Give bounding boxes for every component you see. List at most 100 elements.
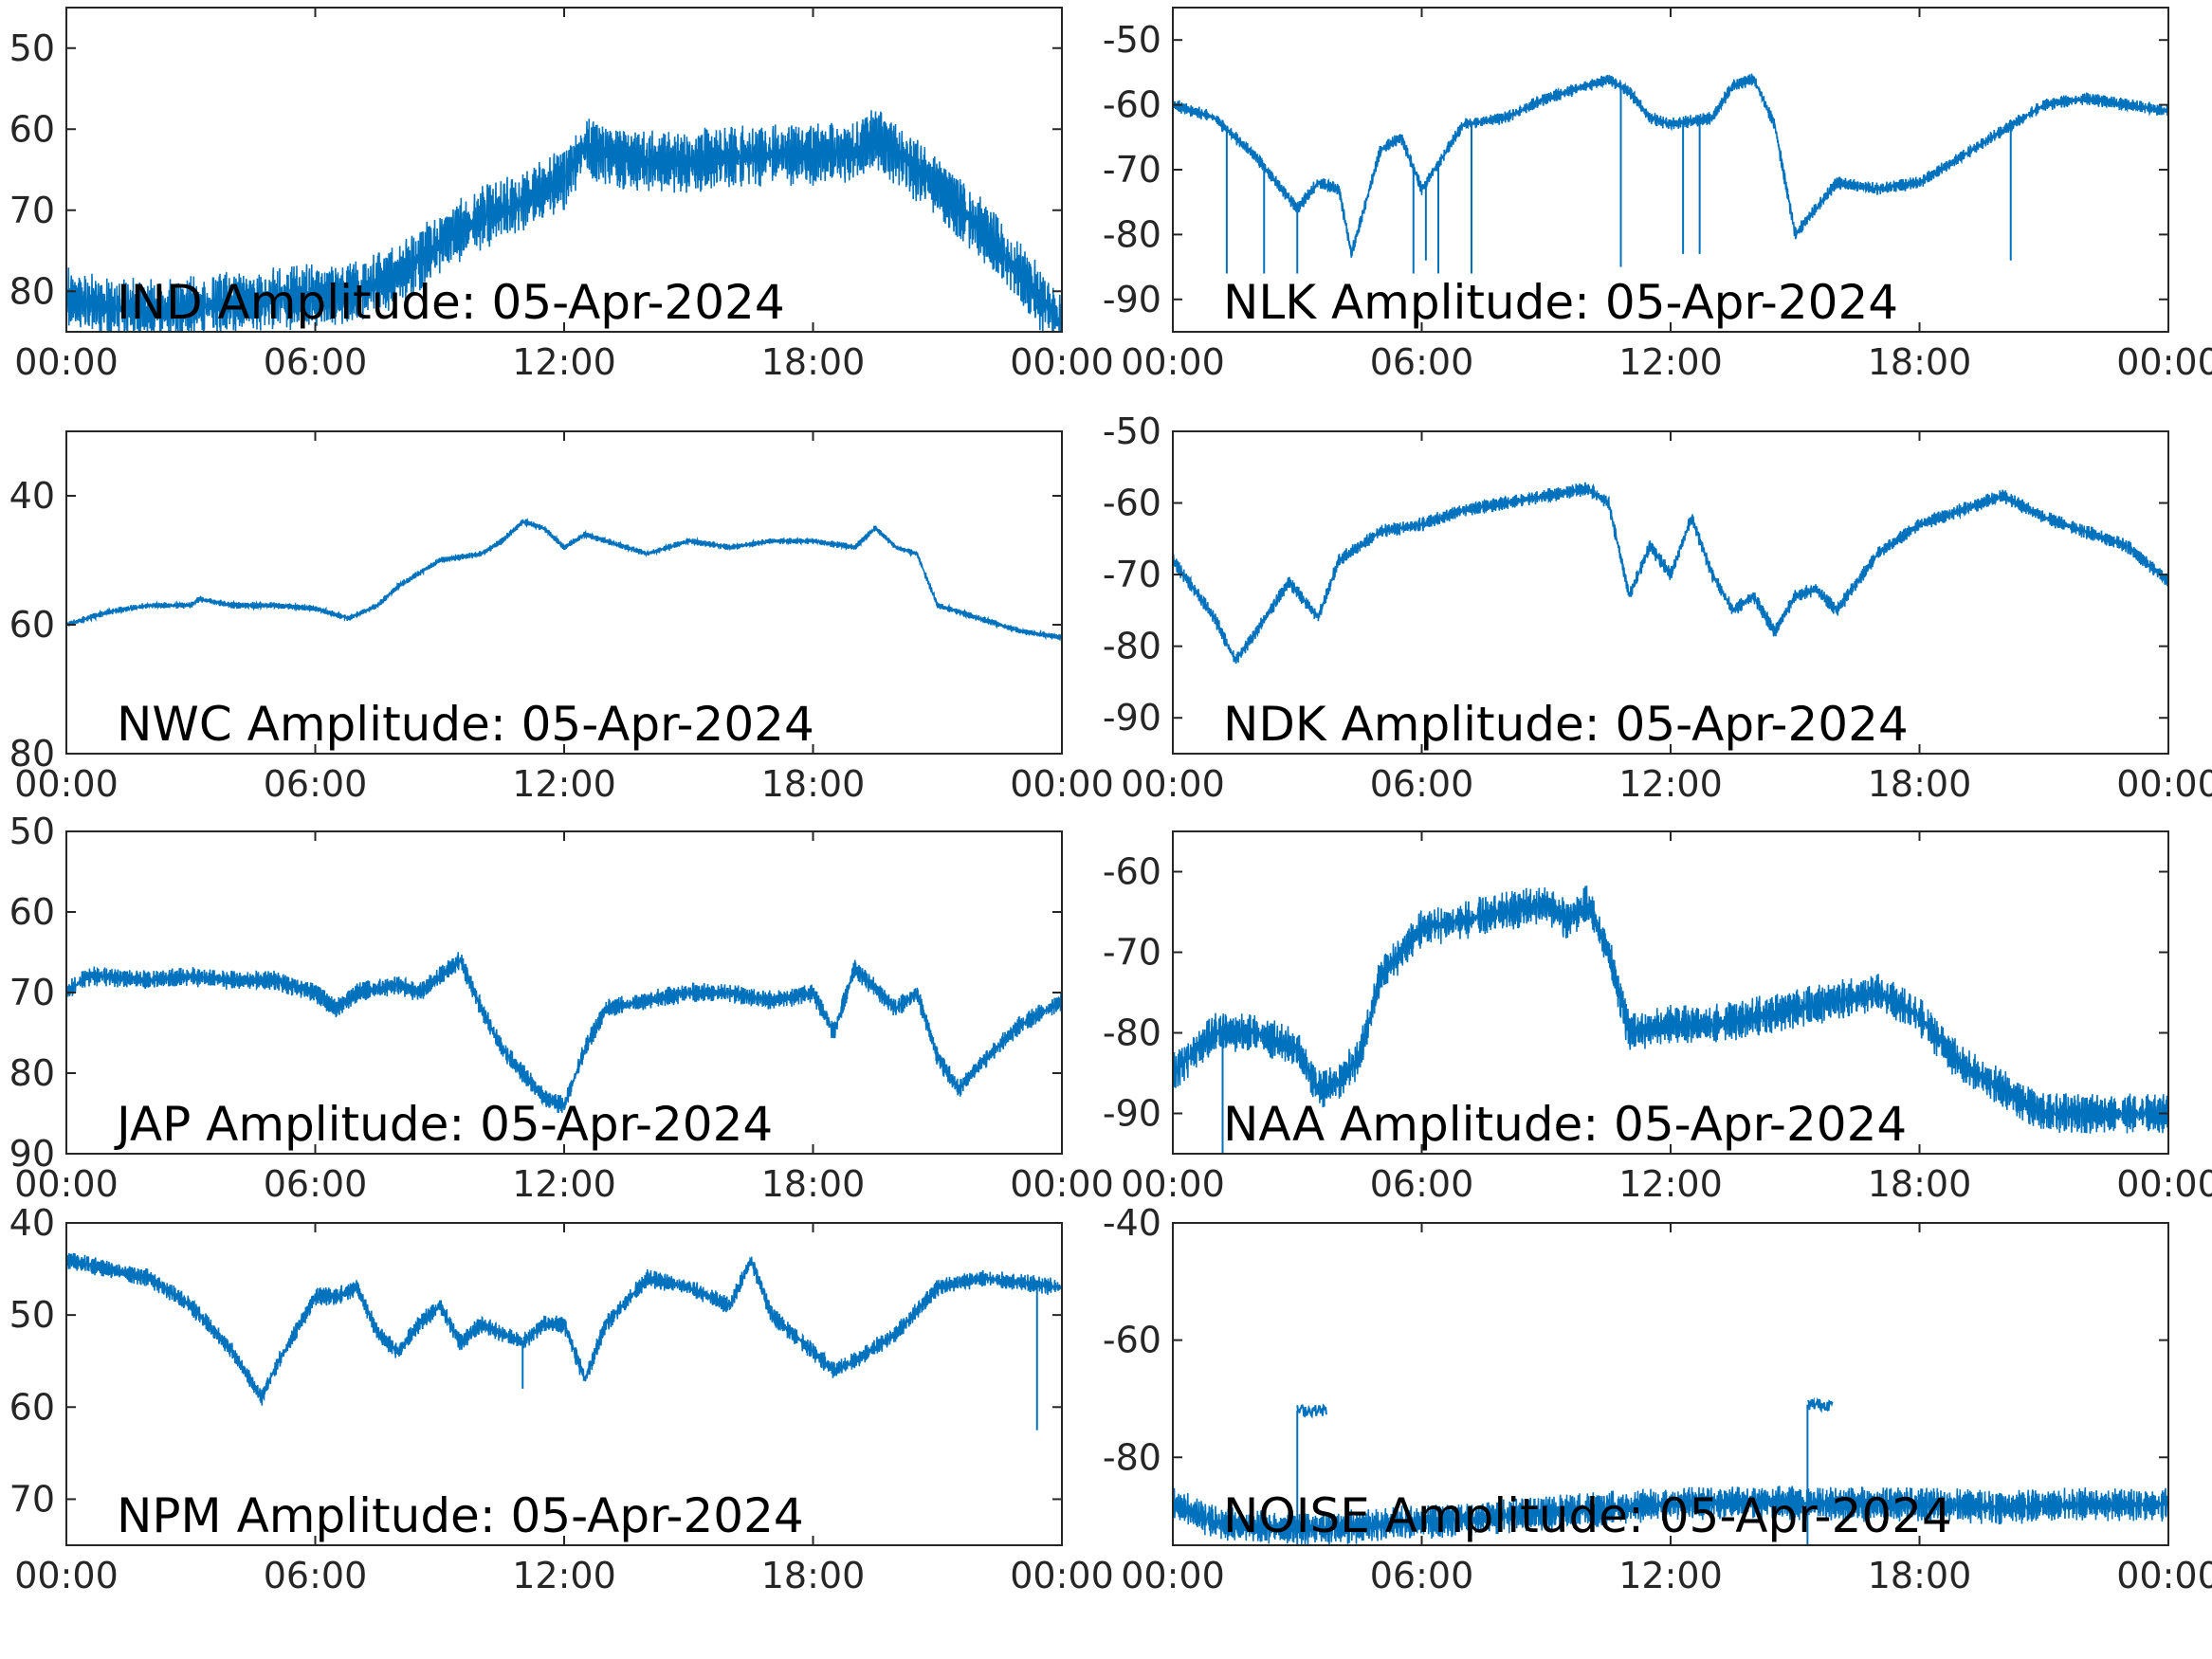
ind-y-tick-label-3: 80 [9, 270, 55, 312]
noise-x-tick-label-1: 06:00 [1370, 1555, 1474, 1596]
npm-plot-area [66, 1252, 1062, 1431]
jap-panel-title: JAP Amplitude: 05-Apr-2024 [114, 1097, 773, 1152]
npm-y-tick-label-3: 70 [9, 1478, 55, 1520]
panel-ind: 00:00 06:00 12:00 18:00 00:00 50 60 70 80 IND Amp… [9, 7, 1114, 383]
nwc-x-tick-label-1: 06:00 [264, 763, 368, 805]
panel-jap: 00:00 06:00 12:00 18:00 00:00 50 60 70 80 90 JAP A… [9, 811, 1114, 1205]
naa-y-tick-label-2: -80 [1103, 1012, 1161, 1054]
nlk-y-tick-label-2: -70 [1103, 149, 1161, 191]
panel-npm: 00:00 06:00 12:00 18:00 00:00 40 50 60 70 NPM Amp… [9, 1202, 1114, 1596]
nwc-x-tick-label-4: 00:00 [1010, 763, 1114, 805]
ndk-plot-area [1173, 482, 2168, 665]
ndk-x-tick-label-4: 00:00 [2116, 763, 2212, 805]
panel-nwc: 00:00 06:00 12:00 18:00 00:00 40 60 80 NWC Ampli… [9, 430, 1114, 805]
nlk-panel-title: NLK Amplitude: 05-Apr-2024 [1223, 275, 1898, 330]
noise-y-tick-label-1: -60 [1103, 1320, 1161, 1361]
npm-panel-title: NPM Amplitude: 05-Apr-2024 [117, 1488, 804, 1543]
noise-y-tick-label-0: -40 [1103, 1202, 1161, 1244]
nlk-x-tick-label-0: 00:00 [1121, 341, 1225, 383]
ndk-y-tick-label-4: -90 [1103, 697, 1161, 738]
panels: 00:00 06:00 12:00 18:00 00:00 50 60 70 80 IND Amp… [9, 7, 2212, 1596]
jap-y-tick-label-0: 50 [9, 811, 55, 852]
ind-y-tick-label-2: 70 [9, 190, 55, 231]
ndk-y-tick-label-2: -70 [1103, 554, 1161, 595]
panel-naa: 00:00 06:00 12:00 18:00 00:00 -60 -70 -80 -90 NAA… [1103, 830, 2212, 1205]
ind-x-tick-label-2: 12:00 [512, 341, 616, 383]
jap-y-tick-label-2: 70 [9, 972, 55, 1013]
noise-y-tick-label-2: -80 [1103, 1436, 1161, 1478]
jap-series-line [66, 952, 1062, 1114]
ndk-series-line [1173, 482, 2168, 665]
noise-segment-0 [1296, 1403, 1327, 1419]
naa-series-line [1173, 885, 2168, 1134]
panel-noise: 00:00 06:00 12:00 18:00 00:00 -40 -60 -80 NOISE … [1103, 1202, 2212, 1596]
ind-plot-area [66, 110, 1062, 332]
jap-x-tick-label-2: 12:00 [512, 1163, 616, 1205]
naa-y-tick-label-0: -60 [1103, 851, 1161, 893]
ind-y-tick-label-1: 60 [9, 108, 55, 150]
ind-y-tick-label-0: 50 [9, 27, 55, 69]
naa-x-tick-label-2: 12:00 [1618, 1163, 1723, 1205]
jap-x-tick-label-1: 06:00 [264, 1163, 368, 1205]
nlk-x-tick-label-2: 12:00 [1618, 341, 1723, 383]
ind-panel-title: IND Amplitude: 05-Apr-2024 [117, 275, 785, 330]
nlk-plot-area [1173, 73, 2168, 274]
ind-x-tick-label-3: 18:00 [761, 341, 866, 383]
naa-plot-area [1173, 885, 2168, 1154]
nlk-y-tick-label-3: -80 [1103, 213, 1161, 255]
ndk-x-tick-label-0: 00:00 [1121, 763, 1225, 805]
jap-x-tick-label-4: 00:00 [1010, 1163, 1114, 1205]
nwc-plot-area [66, 517, 1062, 642]
nwc-panel-title: NWC Amplitude: 05-Apr-2024 [117, 697, 814, 752]
naa-y-tick-label-1: -70 [1103, 932, 1161, 974]
noise-panel-title: NOISE Amplitude: 05-Apr-2024 [1223, 1488, 1952, 1543]
noise-plot-area [1173, 1396, 2168, 1545]
jap-plot-area [66, 952, 1062, 1114]
noise-x-tick-label-3: 18:00 [1868, 1555, 1972, 1596]
nlk-y-tick-label-4: -90 [1103, 279, 1161, 320]
npm-x-tick-label-2: 12:00 [512, 1555, 616, 1596]
naa-x-tick-label-0: 00:00 [1121, 1163, 1225, 1205]
npm-y-tick-label-0: 40 [9, 1202, 55, 1244]
ind-x-tick-label-4: 00:00 [1010, 341, 1114, 383]
jap-x-tick-label-0: 00:00 [14, 1163, 119, 1205]
noise-x-tick-label-0: 00:00 [1121, 1555, 1225, 1596]
jap-y-tick-label-1: 60 [9, 891, 55, 933]
ind-series-line [66, 110, 1062, 332]
panel-nlk: 00:00 06:00 12:00 18:00 00:00 -50 -60 -70 -80 -90… [1103, 7, 2212, 383]
nwc-series-line [66, 517, 1062, 642]
ndk-x-tick-label-2: 12:00 [1618, 763, 1723, 805]
ndk-x-tick-label-1: 06:00 [1370, 763, 1474, 805]
jap-y-tick-label-4: 90 [9, 1133, 55, 1175]
nlk-x-tick-label-1: 06:00 [1370, 341, 1474, 383]
naa-y-tick-label-3: -90 [1103, 1093, 1161, 1135]
jap-y-tick-label-3: 80 [9, 1052, 55, 1094]
npm-x-tick-label-3: 18:00 [761, 1555, 866, 1596]
nwc-y-tick-label-1: 60 [9, 604, 55, 646]
naa-x-tick-label-1: 06:00 [1370, 1163, 1474, 1205]
noise-x-tick-label-4: 00:00 [2116, 1555, 2212, 1596]
naa-panel-title: NAA Amplitude: 05-Apr-2024 [1223, 1097, 1907, 1152]
ind-x-tick-label-0: 00:00 [14, 341, 119, 383]
nlk-series-line [1173, 73, 2168, 258]
jap-x-tick-label-3: 18:00 [761, 1163, 866, 1205]
noise-segment-1 [1806, 1396, 1834, 1413]
nwc-y-tick-label-2: 80 [9, 733, 55, 775]
nwc-x-tick-label-0: 00:00 [14, 763, 119, 805]
nlk-x-tick-label-3: 18:00 [1868, 341, 1972, 383]
naa-x-tick-label-4: 00:00 [2116, 1163, 2212, 1205]
nwc-y-tick-label-0: 40 [9, 475, 55, 517]
noise-x-tick-label-2: 12:00 [1618, 1555, 1723, 1596]
nwc-x-tick-label-2: 12:00 [512, 763, 616, 805]
npm-x-tick-label-4: 00:00 [1010, 1555, 1114, 1596]
ndk-y-tick-label-0: -50 [1103, 410, 1161, 452]
npm-x-tick-label-0: 00:00 [14, 1555, 119, 1596]
panel-ndk: 00:00 06:00 12:00 18:00 00:00 -50 -60 -70 -80 -90… [1103, 410, 2212, 805]
ndk-y-tick-label-1: -60 [1103, 483, 1161, 524]
noise-series-line [1173, 1486, 2168, 1545]
npm-y-tick-label-1: 50 [9, 1294, 55, 1336]
nlk-y-tick-label-0: -50 [1103, 19, 1161, 61]
nwc-x-tick-label-3: 18:00 [761, 763, 866, 805]
npm-y-tick-label-2: 60 [9, 1386, 55, 1428]
